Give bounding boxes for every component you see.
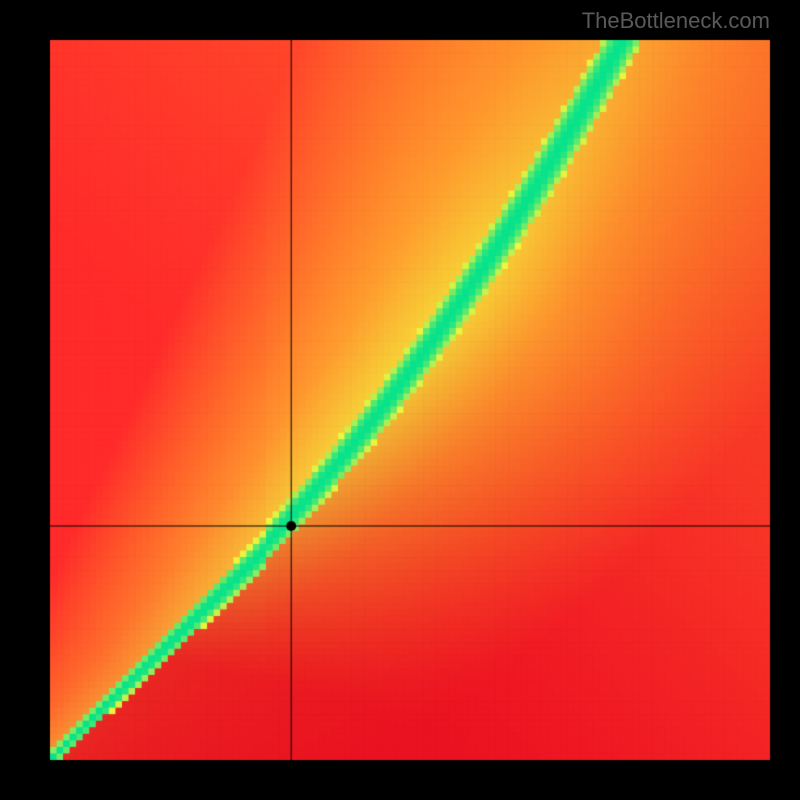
chart-container: TheBottleneck.com bbox=[0, 0, 800, 800]
watermark-text: TheBottleneck.com bbox=[582, 8, 770, 34]
bottleneck-heatmap bbox=[0, 0, 800, 800]
